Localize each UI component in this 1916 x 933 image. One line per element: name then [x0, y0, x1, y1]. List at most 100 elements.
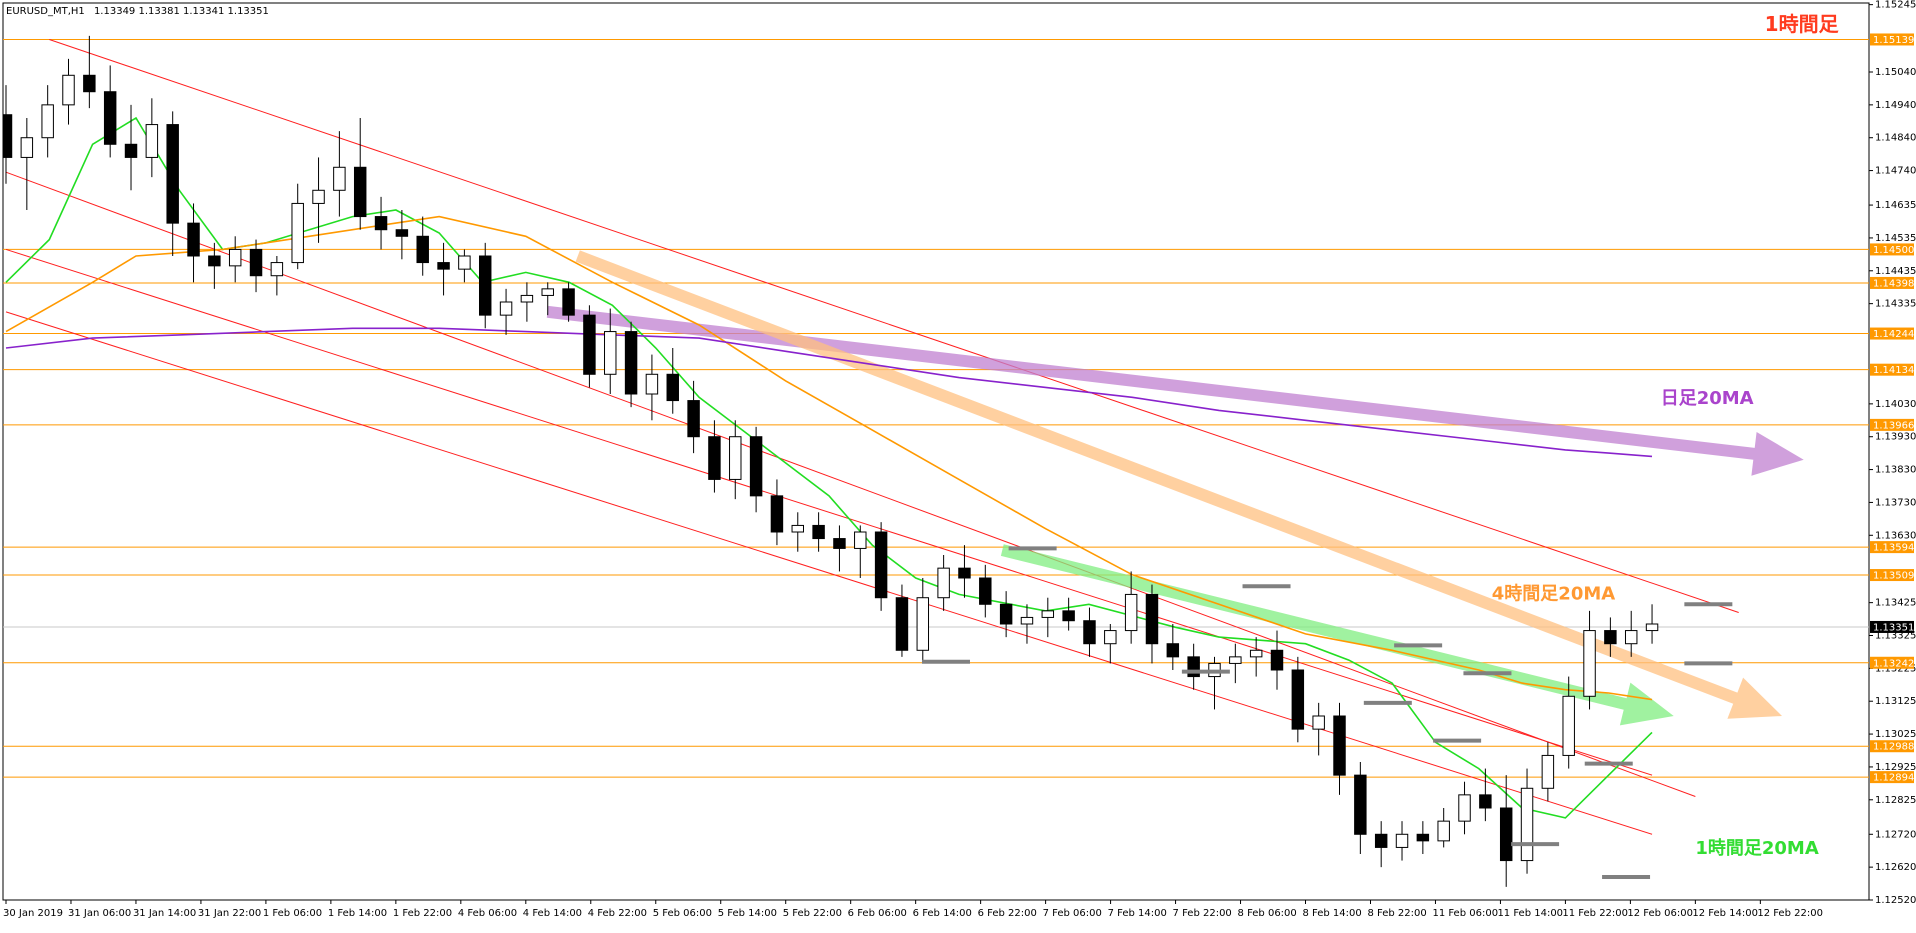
level-price-box	[1870, 740, 1914, 753]
y-tick-label: 1.12925	[1875, 762, 1916, 773]
candle-body	[145, 124, 159, 158]
x-tick-label: 8 Feb 14:00	[1303, 908, 1362, 919]
level-price-label: 1.14244	[1873, 329, 1914, 340]
y-tick-label: 1.14535	[1875, 233, 1916, 244]
y-tick-label: 1.12825	[1875, 795, 1916, 806]
candle-body	[1166, 643, 1180, 658]
candle-body	[41, 104, 54, 139]
level-price-label: 1.13509	[1873, 571, 1914, 582]
candle-body	[1062, 610, 1075, 622]
candle-body	[937, 567, 950, 599]
ma-line-purple	[5, 327, 1653, 458]
candle-body	[249, 248, 263, 277]
candle-body	[645, 373, 659, 395]
candle-body	[583, 314, 596, 375]
x-tick-label: 6 Feb 06:00	[848, 908, 907, 919]
y-tick-label: 1.14840	[1875, 133, 1916, 144]
x-tick-label: 7 Feb 14:00	[1108, 908, 1167, 919]
candle-body	[353, 166, 367, 218]
level-price-box	[1870, 363, 1914, 376]
level-price-label: 1.13966	[1873, 420, 1914, 431]
y-tick-label: 1.13830	[1875, 465, 1916, 476]
level-price-box	[1870, 327, 1914, 340]
candle-body	[312, 189, 325, 204]
candle-body	[1479, 794, 1492, 809]
x-tick-label: 1 Feb 06:00	[263, 908, 322, 919]
y-tick-label: 1.12720	[1875, 829, 1916, 840]
x-tick-label: 4 Feb 06:00	[458, 908, 517, 919]
candle-body	[1354, 774, 1367, 835]
candle-body	[3, 114, 13, 158]
candle-body	[874, 531, 888, 599]
ohlc-label: 1.13349 1.13381 1.13341 1.13351	[94, 6, 269, 17]
candle-body	[1124, 593, 1138, 632]
channel-line	[5, 171, 1696, 797]
channel-lines	[5, 38, 1739, 835]
symbol-label: EURUSD_MT,H1	[6, 6, 85, 17]
candle-body	[458, 255, 471, 270]
x-tick-label: 12 Feb 06:00	[1627, 908, 1693, 919]
x-tick-label: 11 Feb 06:00	[1432, 908, 1498, 919]
candle-body	[103, 91, 117, 145]
x-tick-label: 5 Feb 22:00	[783, 908, 842, 919]
candle-body	[562, 288, 575, 316]
current-price-box	[1870, 620, 1914, 633]
candle-body	[1395, 833, 1409, 848]
level-price-label: 1.12988	[1873, 742, 1914, 753]
level-price-box	[1870, 276, 1914, 289]
chart-annotation: 1時間足	[1765, 12, 1840, 36]
candle-body	[916, 597, 930, 651]
level-price-box	[1870, 541, 1914, 554]
candle-body	[979, 577, 992, 605]
candle-body	[1416, 833, 1430, 842]
x-tick-label: 8 Feb 06:00	[1238, 908, 1297, 919]
level-price-label: 1.14398	[1873, 278, 1914, 289]
y-tick-label: 1.13425	[1875, 598, 1916, 609]
candle-body	[1312, 715, 1325, 730]
candle-body	[708, 436, 721, 480]
time-axis: 30 Jan 2019 31 Jan 06:00 31 Jan 14:00 31 Ja…	[3, 900, 1823, 919]
x-tick-label: 7 Feb 22:00	[1173, 908, 1232, 919]
x-tick-label: 8 Feb 22:00	[1367, 908, 1426, 919]
candle-body	[604, 331, 617, 375]
candle-body	[1145, 593, 1159, 645]
y-tick-label: 1.12620	[1875, 862, 1916, 873]
candle-body	[228, 248, 242, 267]
y-tick-label: 1.15245	[1875, 0, 1916, 11]
candle-body	[291, 202, 304, 264]
candle-body	[1541, 754, 1555, 789]
candle-body	[749, 436, 763, 497]
level-price-box	[1870, 243, 1914, 256]
x-tick-label: 31 Jan 06:00	[68, 908, 131, 919]
x-tick-label: 5 Feb 14:00	[718, 908, 777, 919]
candle-body	[791, 524, 805, 533]
x-tick-label: 31 Jan 14:00	[133, 908, 196, 919]
level-price-box	[1870, 771, 1914, 784]
x-tick-label: 6 Feb 22:00	[978, 908, 1037, 919]
candle-body	[770, 495, 784, 533]
candles	[3, 35, 1659, 887]
y-tick-label: 1.13125	[1875, 696, 1916, 707]
y-tick-label: 1.13730	[1875, 497, 1916, 508]
candle-body	[20, 137, 34, 158]
x-tick-label: 5 Feb 06:00	[653, 908, 712, 919]
candle-body	[958, 567, 971, 579]
level-price-label: 1.15139	[1873, 35, 1914, 46]
candle-body	[1458, 794, 1471, 822]
y-tick-label: 1.13325	[1875, 631, 1916, 642]
trend-arrow	[546, 305, 1804, 476]
trend-arrow	[575, 250, 1782, 719]
candle-body	[1249, 649, 1263, 658]
x-tick-label: 31 Jan 22:00	[198, 908, 261, 919]
channel-line	[49, 38, 1739, 613]
candle-body	[395, 229, 409, 237]
x-tick-label: 11 Feb 14:00	[1497, 908, 1563, 919]
candle-body	[1104, 630, 1117, 645]
candle-body	[729, 436, 742, 480]
y-tick-label: 1.12520	[1875, 895, 1916, 906]
x-tick-label: 4 Feb 22:00	[588, 908, 647, 919]
y-tick-label: 1.14740	[1875, 166, 1916, 177]
